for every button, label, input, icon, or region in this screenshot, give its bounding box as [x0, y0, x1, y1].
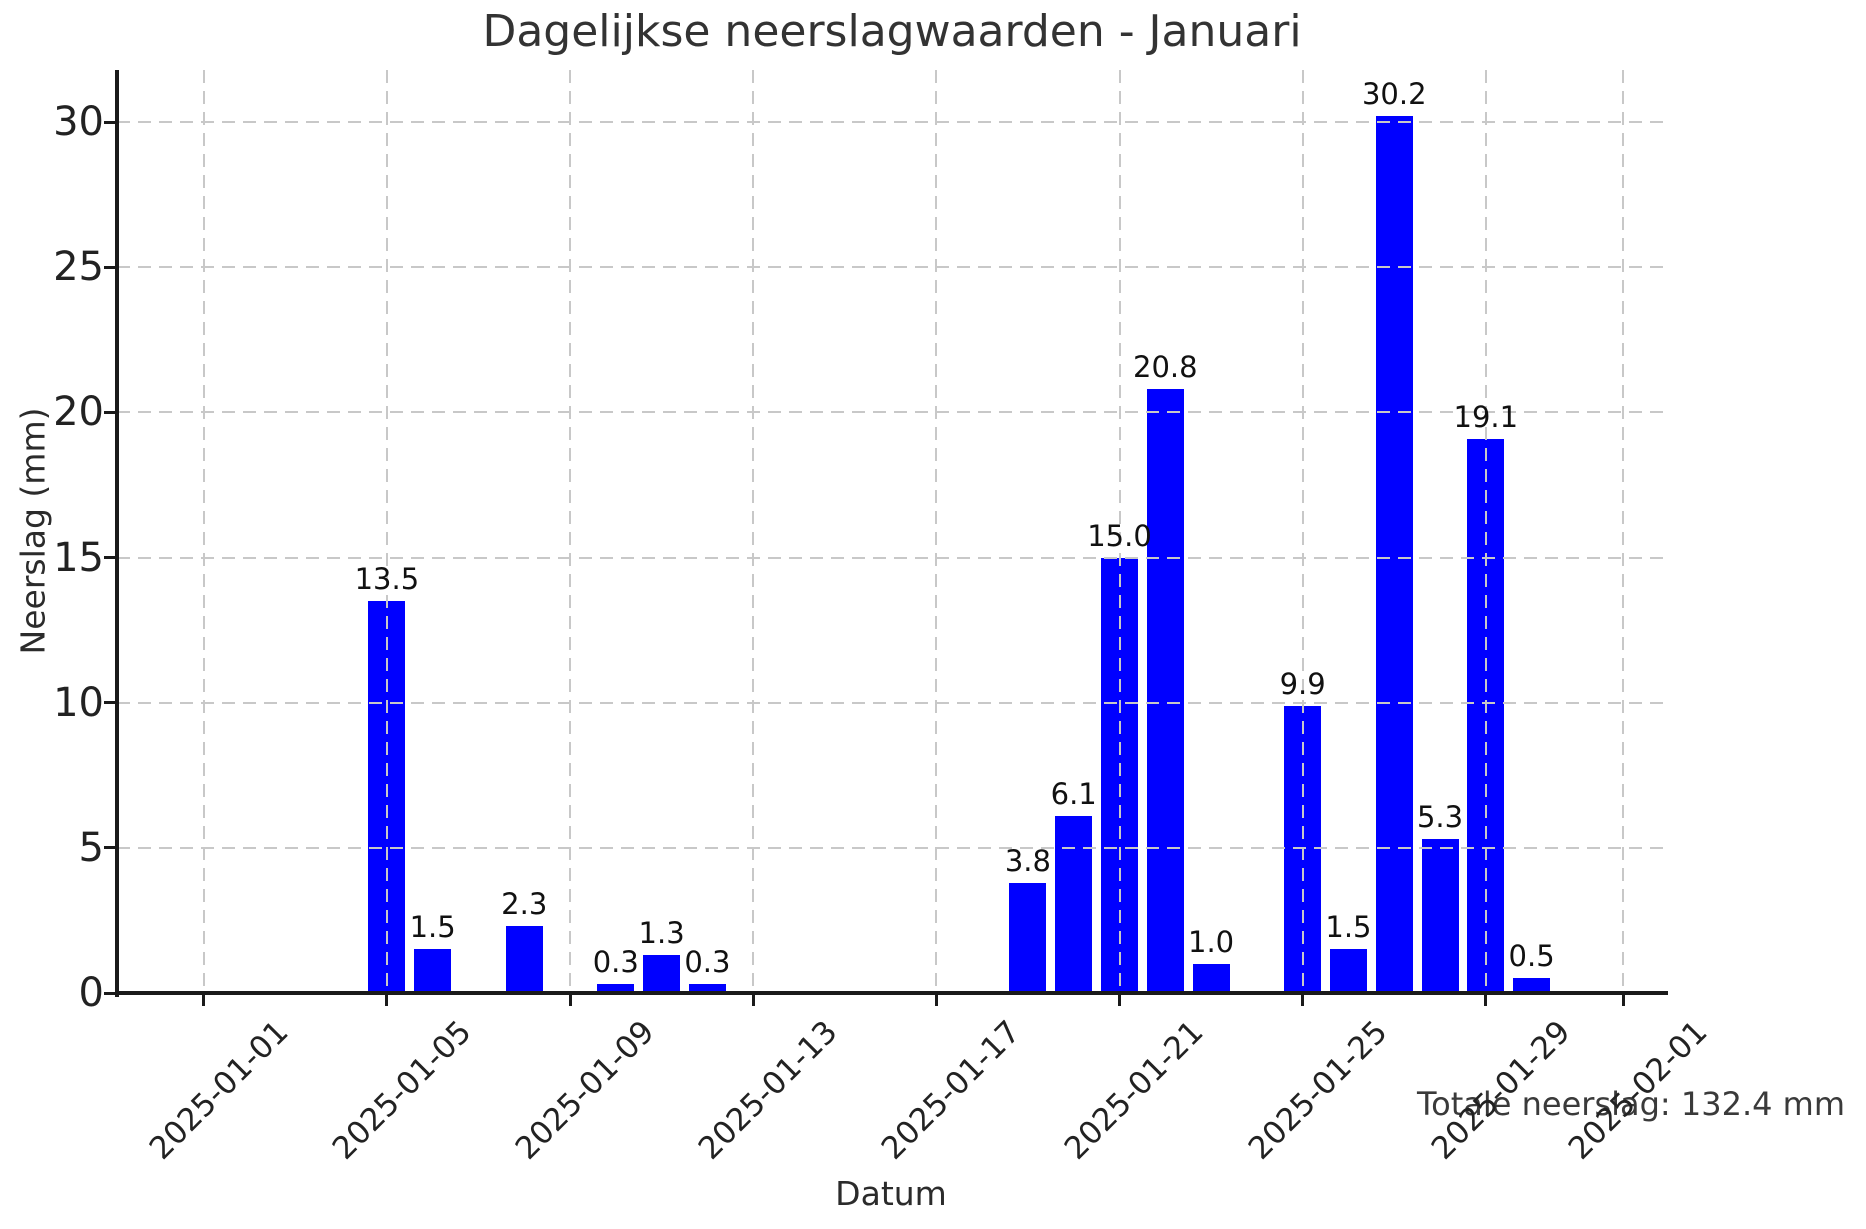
precipitation-bar — [688, 984, 726, 994]
x-tick-label: 2025-01-01 — [142, 1013, 296, 1167]
y-tick-mark — [104, 120, 115, 124]
bar-value-label: 19.1 — [1453, 399, 1519, 434]
y-gridline — [117, 701, 1668, 704]
x-tick-mark — [934, 995, 938, 1006]
y-gridline — [117, 411, 1668, 414]
y-gridline — [117, 121, 1668, 124]
x-gridline — [1118, 70, 1121, 993]
bar-value-label: 30.2 — [1361, 77, 1427, 112]
y-gridline — [117, 266, 1668, 269]
precipitation-bar — [1421, 839, 1459, 994]
precipitation-bar — [414, 949, 452, 994]
bar-value-label: 13.5 — [354, 562, 420, 597]
x-tick-mark — [202, 995, 206, 1006]
bar-value-label: 0.3 — [684, 945, 731, 980]
x-gridline — [1301, 70, 1304, 993]
bar-value-label: 6.1 — [1050, 776, 1097, 811]
x-gridline — [569, 70, 572, 993]
bar-value-label: 1.5 — [1325, 910, 1372, 945]
x-gridline — [1484, 70, 1487, 993]
bar-value-label: 1.0 — [1188, 924, 1235, 959]
y-axis-label: Neerslag (mm) — [13, 407, 53, 655]
x-tick-mark — [1301, 995, 1305, 1006]
x-gridline — [202, 70, 205, 993]
x-tick-mark — [568, 995, 572, 1006]
x-gridline — [385, 70, 388, 993]
bar-value-label: 9.9 — [1279, 666, 1326, 701]
bar-value-label: 0.5 — [1508, 939, 1555, 974]
y-gridline — [117, 846, 1668, 849]
bar-value-label: 3.8 — [1004, 843, 1051, 878]
y-tick-mark — [104, 410, 115, 414]
x-gridline — [752, 70, 755, 993]
chart-title: Dagelijkse neerslagwaarden - Januari — [482, 6, 1302, 57]
y-gridline — [117, 556, 1668, 559]
x-gridline — [1622, 70, 1625, 993]
x-tick-mark — [1484, 995, 1488, 1006]
x-tick-mark — [385, 995, 389, 1006]
x-tick-mark — [1621, 995, 1625, 1006]
bar-value-label: 1.5 — [409, 910, 456, 945]
y-tick-label: 25 — [53, 244, 104, 291]
x-tick-label: 2025-01-21 — [1057, 1013, 1211, 1167]
y-tick-mark — [104, 265, 115, 269]
bar-value-label: 15.0 — [1087, 518, 1152, 553]
precipitation-bar — [1329, 949, 1367, 994]
x-axis-spine — [115, 991, 1668, 995]
x-tick-label: 2025-01-13 — [691, 1013, 845, 1167]
bar-value-label: 20.8 — [1132, 350, 1198, 385]
bar-value-label: 0.3 — [592, 945, 639, 980]
x-tick-label: 2025-01-25 — [1241, 1013, 1395, 1167]
y-tick-label: 20 — [53, 389, 104, 436]
x-tick-label: 2025-01-09 — [508, 1013, 662, 1167]
precipitation-bar — [1146, 389, 1184, 994]
precipitation-bar — [505, 926, 543, 994]
precipitation-bar — [597, 984, 635, 994]
precipitation-bar — [1513, 978, 1551, 994]
y-tick-mark — [104, 701, 115, 705]
y-tick-label: 5 — [78, 824, 104, 871]
precipitation-bar — [1009, 882, 1047, 994]
bar-value-label: 5.3 — [1416, 800, 1464, 835]
y-tick-mark — [104, 556, 115, 560]
y-axis-spine — [115, 70, 119, 997]
y-tick-label: 0 — [78, 970, 104, 1016]
precipitation-bar — [1375, 116, 1413, 994]
bar-value-label: 2.3 — [501, 887, 548, 922]
precipitation-bar — [1192, 963, 1230, 994]
y-tick-label: 10 — [53, 679, 104, 726]
precipitation-bar — [1055, 815, 1093, 994]
y-tick-label: 30 — [53, 99, 104, 146]
x-gridline — [935, 70, 938, 993]
x-axis-label: Datum — [835, 1174, 947, 1213]
bar-value-label: 1.3 — [638, 916, 685, 951]
x-tick-mark — [1118, 995, 1121, 1006]
x-tick-label: 2025-01-05 — [325, 1013, 479, 1167]
precipitation-bar — [643, 955, 681, 994]
y-tick-label: 15 — [53, 534, 104, 581]
y-tick-mark — [104, 846, 115, 850]
total-precipitation-annotation: Totale neerslag: 132.4 mm — [1417, 1085, 1845, 1123]
y-tick-mark — [104, 991, 115, 995]
x-tick-label: 2025-01-17 — [874, 1013, 1028, 1167]
x-tick-mark — [751, 995, 755, 1006]
